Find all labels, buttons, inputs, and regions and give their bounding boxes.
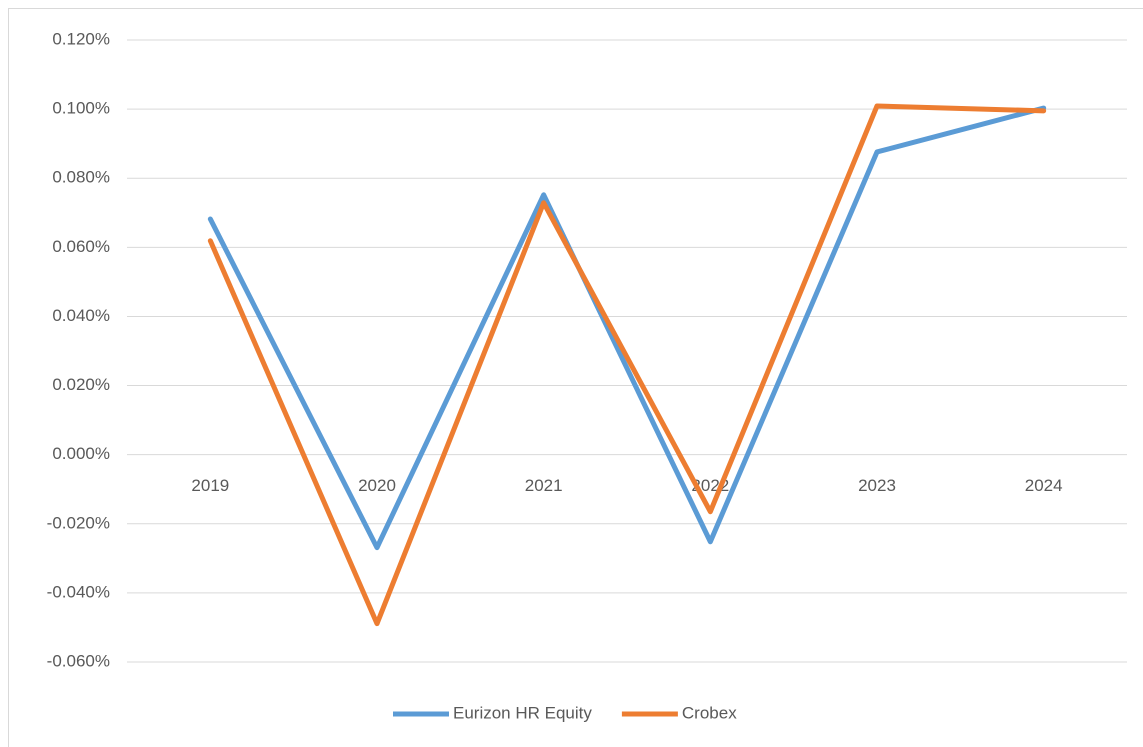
y-tick-label: 0.120% xyxy=(52,29,110,48)
x-tick-label: 2024 xyxy=(1025,476,1063,495)
y-tick-label: 0.040% xyxy=(52,306,110,325)
y-tick-label: -0.020% xyxy=(47,513,110,532)
y-tick-label: 0.020% xyxy=(52,375,110,394)
legend-label: Eurizon HR Equity xyxy=(453,703,592,722)
y-tick-label: 0.060% xyxy=(52,237,110,256)
x-tick-label: 2021 xyxy=(525,476,563,495)
y-tick-label: 0.000% xyxy=(52,444,110,463)
series-line xyxy=(207,105,1047,551)
y-tick-label: -0.060% xyxy=(47,651,110,670)
x-tick-label: 2020 xyxy=(358,476,396,495)
chart-border xyxy=(8,8,1143,747)
series-line xyxy=(207,103,1047,627)
x-tick-label: 2019 xyxy=(191,476,229,495)
y-tick-label: 0.100% xyxy=(52,99,110,118)
y-tick-label: 0.080% xyxy=(52,168,110,187)
y-tick-label: -0.040% xyxy=(47,582,110,601)
legend-label: Crobex xyxy=(682,703,737,722)
x-tick-label: 2023 xyxy=(858,476,896,495)
